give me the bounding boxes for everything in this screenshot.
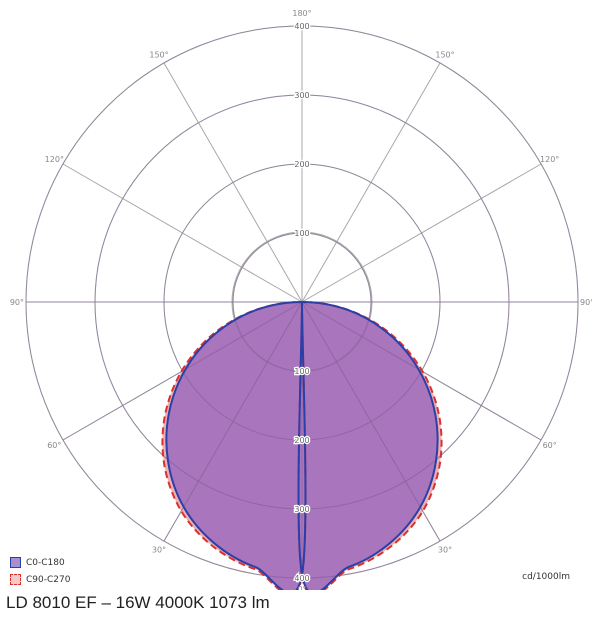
angle-label: 150° <box>149 50 168 59</box>
radial-tick-label: 200 <box>294 160 309 169</box>
radial-tick-label: 400 <box>294 574 309 583</box>
polar-chart: 100 100 200 200 300 300 400 400 0° 30° 30° 60° 60° 90… <box>10 9 592 590</box>
legend-swatch-c90-c270 <box>10 574 21 585</box>
radial-tick-label: 300 <box>294 91 309 100</box>
legend-swatch-c0-c180 <box>10 557 21 568</box>
angle-label: 90° <box>10 298 24 307</box>
legend-label-c90-c270: C90-C270 <box>26 574 71 585</box>
angle-label: 150° <box>435 50 454 59</box>
angle-label: 120° <box>540 155 559 164</box>
radial-tick-label: 200 <box>294 436 309 445</box>
radial-tick-label: 100 <box>294 367 309 376</box>
grid-circle-overlay <box>163 163 441 441</box>
chart-caption: LD 8010 EF – 16W 4000K 1073 lm <box>6 593 270 612</box>
series-fill-c0-c180 <box>166 302 438 590</box>
grid-circle-overlay <box>232 232 372 372</box>
legend-item-c0-c180: C0-C180 <box>10 557 65 568</box>
angle-label: 30° <box>152 546 166 555</box>
units-label: cd/1000lm <box>522 572 570 582</box>
angle-label: 120° <box>45 155 64 164</box>
angle-label: 60° <box>543 441 557 450</box>
angle-label: 90° <box>580 298 592 307</box>
grid-spoke <box>62 163 303 303</box>
angle-label: 30° <box>438 546 452 555</box>
angle-label: 180° <box>292 9 311 18</box>
angle-label: 60° <box>47 441 61 450</box>
radial-tick-label: 300 <box>294 505 309 514</box>
grid-circle-overlay <box>94 94 510 510</box>
series-line-c0-c180 <box>165 300 439 590</box>
grid-spoke <box>163 62 303 303</box>
radial-tick-label: 400 <box>294 22 309 31</box>
angle-label: 0° <box>297 585 306 590</box>
grid-spoke <box>301 163 542 303</box>
grid-spoke <box>301 62 441 303</box>
grid-spoke-overlay <box>163 301 303 542</box>
radial-tick-label: 100 <box>294 229 309 238</box>
legend-item-c90-c270: C90-C270 <box>10 574 70 585</box>
legend-label-c0-c180: C0-C180 <box>26 557 65 568</box>
grid-spoke-overlay <box>301 301 441 542</box>
